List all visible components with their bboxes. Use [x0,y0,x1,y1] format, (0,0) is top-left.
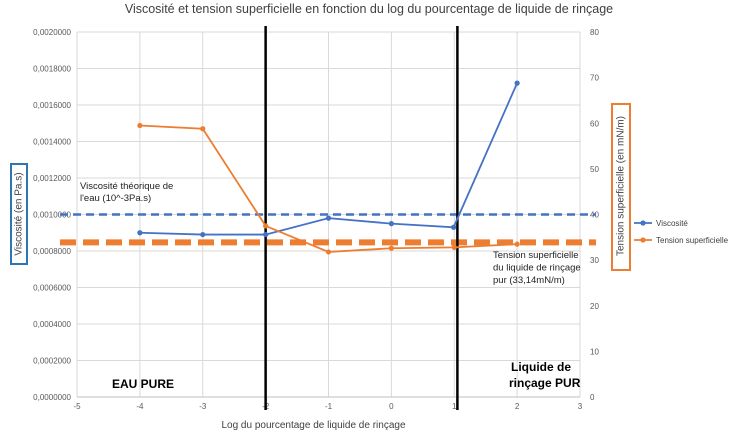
y-left-tick-label: 0,0012000 [33,174,71,183]
series-group [137,80,520,255]
y-right-tick-label: 0 [590,393,595,402]
y-left-tick-label: 0,0006000 [33,284,71,293]
annotation-viscosite-theorique: Viscosité théorique de [80,181,173,192]
y-right-tick-label: 80 [590,28,599,37]
x-tick-label: -5 [73,402,81,411]
axes: 0,0000000 0,0002000 0,0004000 0,0006000 0,00… [10,28,631,431]
y-left-tick-label: 0,0002000 [33,357,71,366]
x-tick-label: -4 [136,402,144,411]
x-axis-title: Log du pourcentage de liquide de rinçage [221,420,405,431]
y-left-tick-label: 0,0010000 [33,211,71,220]
x-tick-label: 1 [452,402,457,411]
annotation-eau-pure: EAU PURE [112,377,174,391]
y-right-title-box [611,103,631,271]
data-point-series-0 [325,215,332,221]
annotation-liquide-rincage: rinçage PUR [509,376,581,390]
legend: Viscosité Tension superficielle [634,219,729,245]
annotation-tension-pur: du liquide de rinçage [493,263,581,274]
y-left-tick-label: 0,0008000 [33,247,71,256]
y-right-axis-title: Tension superficielle (en mN/m) [616,116,627,256]
y-right-tick-label: 30 [590,256,599,265]
x-tick-label: 0 [389,402,394,411]
legend-swatch-marker [640,220,646,226]
y-left-tick-label: 0,0020000 [33,28,71,37]
y-left-axis-title: Viscosité (en Pa.s) [14,172,25,255]
data-point-series-1 [137,122,143,129]
annotations: Viscosité théorique del'eau (10^-3Pa.s) T… [80,181,581,391]
x-tick-label: 3 [578,402,583,411]
y-left-tick-label: 0,0016000 [33,101,71,110]
x-tick-label: -1 [325,402,333,411]
annotation-viscosite-theorique: l'eau (10^-3Pa.s) [80,193,151,204]
data-point-series-1 [388,245,394,251]
legend-swatch-marker [640,237,646,243]
data-point-series-1 [200,126,206,132]
data-point-series-0 [137,230,143,236]
legend-label: Viscosité [656,219,688,228]
data-point-series-0 [200,231,206,238]
y-right-tick-label: 10 [590,347,599,356]
x-tick-label: 2 [515,402,520,411]
annotation-tension-pur: Tension superficielle [493,250,579,261]
data-point-series-0 [263,231,269,238]
y-left-tick-label: 0,0000000 [33,393,71,402]
data-point-series-1 [325,249,332,255]
x-tick-label: -3 [199,402,207,411]
data-point-series-0 [451,224,457,230]
data-point-series-0 [514,80,520,86]
annotation-tension-pur: pur (33,14mN/m) [493,275,565,286]
y-left-tick-label: 0,0004000 [33,320,71,329]
y-right-tick-label: 50 [590,165,599,174]
y-left-tick-label: 0,0018000 [33,65,71,74]
chart-title: Viscosité et tension superficielle en fo… [125,2,613,16]
data-point-series-0 [388,221,394,227]
annotation-liquide-rincage: Liquide de [511,360,571,374]
legend-label: Tension superficielle [656,236,729,245]
y-right-tick-label: 60 [590,119,599,128]
data-point-series-1 [263,223,269,229]
data-point-series-1 [451,244,457,250]
y-left-tick-label: 0,0014000 [33,138,71,147]
y-left-title-box [10,163,28,265]
y-right-tick-label: 70 [590,74,599,83]
y-right-tick-label: 20 [590,302,599,311]
data-point-series-1 [514,241,520,247]
